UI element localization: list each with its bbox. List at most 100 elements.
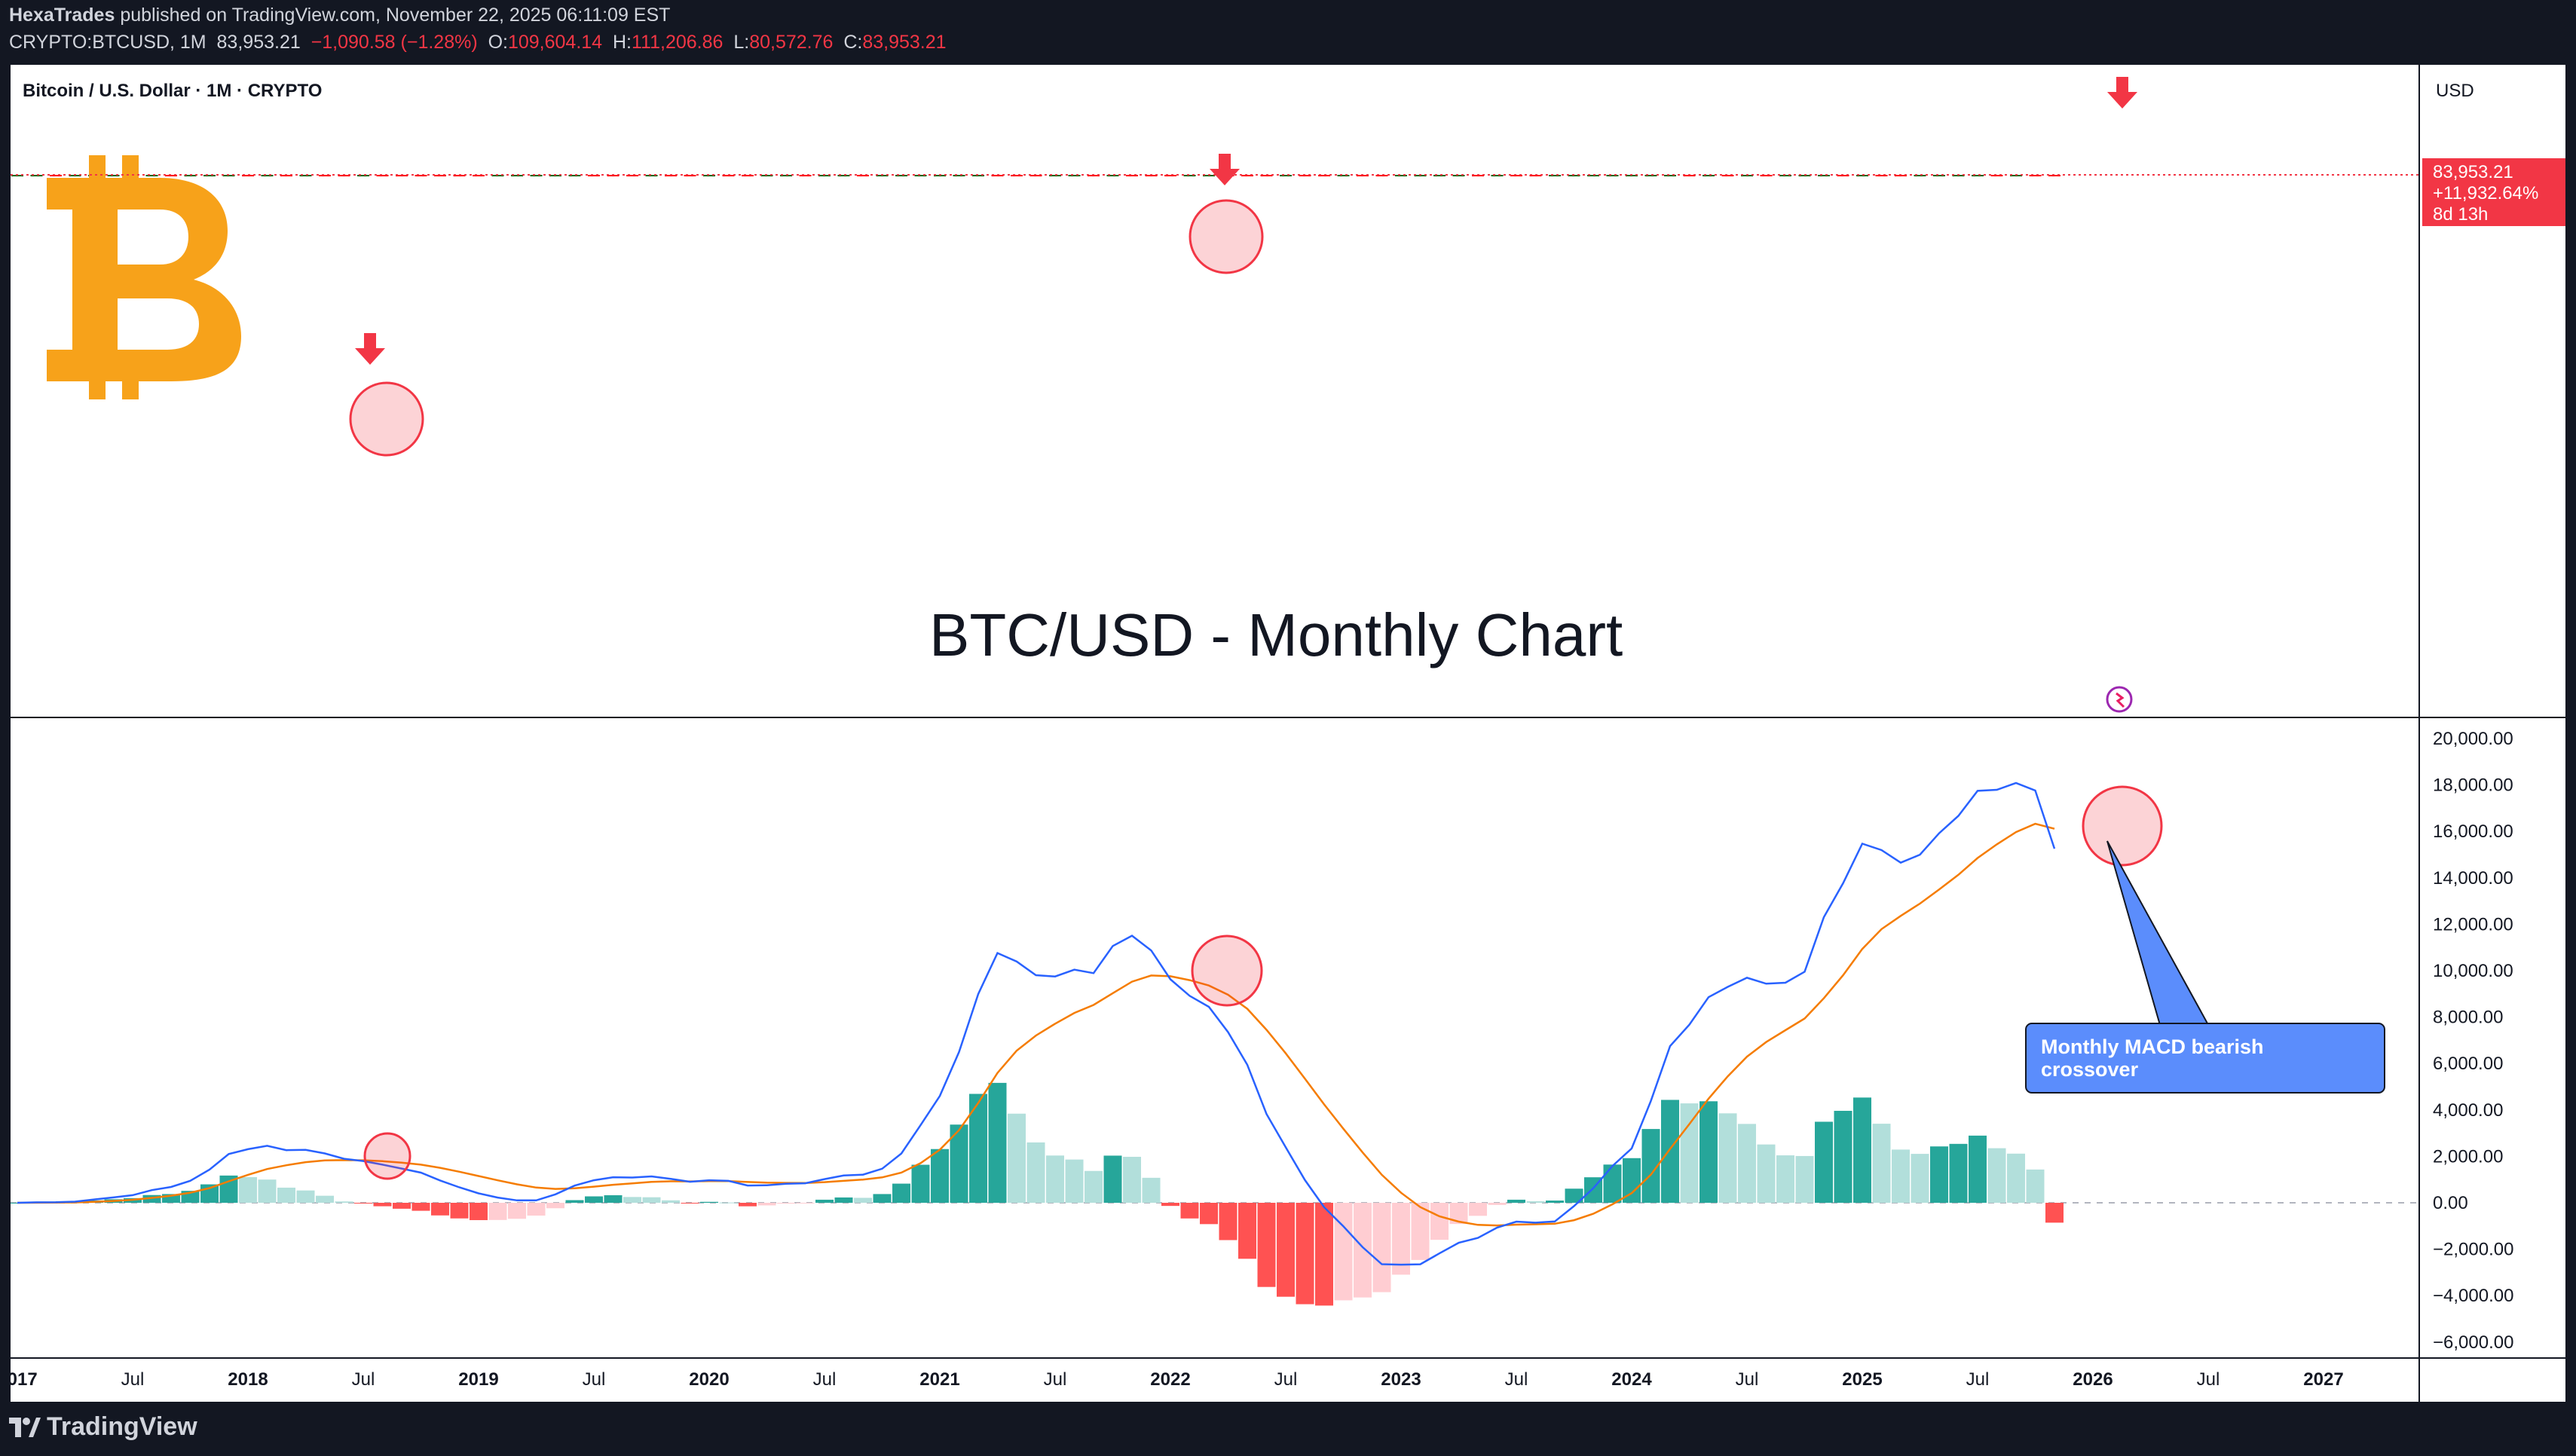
- candle-body: [1721, 175, 1734, 177]
- candle-body: [319, 175, 331, 177]
- macd-hist-bar: [911, 1164, 930, 1203]
- macd-hist-bar: [834, 1197, 853, 1203]
- candle-body: [1357, 175, 1369, 177]
- macd-hist-bar: [277, 1187, 295, 1203]
- tradingview-icon: [9, 1417, 41, 1437]
- time-tick-label: 2020: [689, 1369, 729, 1390]
- time-tick-label: 2024: [1611, 1369, 1652, 1390]
- top-circle-2021: [1189, 199, 1264, 274]
- macd-hist-bar: [623, 1197, 641, 1203]
- legend[interactable]: Bitcoin / U.S. Dollar · 1M · CRYPTO: [23, 81, 322, 101]
- time-tick-label: Jul: [121, 1369, 145, 1390]
- macd-hist-bar: [1757, 1144, 1776, 1203]
- candle-body: [1683, 175, 1696, 177]
- macd-hist-bar: [239, 1176, 257, 1203]
- candle-body: [953, 175, 965, 177]
- candle-body: [1183, 175, 1196, 177]
- macd-hist-bar: [142, 1194, 161, 1203]
- time-tick-label: 2022: [1150, 1369, 1190, 1390]
- macd-hist-bar: [546, 1203, 564, 1209]
- macd-hist-bar: [1354, 1203, 1372, 1298]
- candle-body: [1606, 175, 1619, 177]
- author[interactable]: HexaTrades: [9, 5, 115, 26]
- macd-hist-bar: [1718, 1113, 1737, 1203]
- candle-body: [1529, 175, 1542, 177]
- macd-hist-bar: [642, 1197, 661, 1203]
- candle-body: [1126, 175, 1138, 177]
- macd-hist-bar: [1949, 1143, 1968, 1203]
- sparkle-icon[interactable]: [2106, 686, 2133, 713]
- candle-body: [50, 175, 62, 177]
- macd-hist-bar: [1488, 1203, 1507, 1205]
- macd-hist-bar: [1180, 1203, 1199, 1219]
- macd-hist-bar: [450, 1203, 469, 1219]
- macd-hist-bar: [892, 1183, 910, 1203]
- macd-tick-label: −6,000.00: [2433, 1332, 2513, 1353]
- macd-tick-label: 2,000.00: [2433, 1146, 2503, 1167]
- macd-hist-bar: [1123, 1156, 1141, 1203]
- macd-hist-bar: [1411, 1203, 1430, 1260]
- candle-body: [588, 175, 600, 177]
- candle-body: [549, 175, 561, 177]
- arrow-down-icon: [355, 333, 385, 365]
- high-value: 111,206.86: [632, 32, 724, 53]
- candle-body: [1088, 175, 1100, 177]
- candle-body: [1049, 175, 1061, 177]
- candle-body: [857, 175, 869, 177]
- time-tick-label: Jul: [1505, 1369, 1528, 1390]
- macd-hist-bar: [1565, 1188, 1583, 1203]
- macd-hist-bar: [1200, 1203, 1218, 1225]
- candle-body: [799, 175, 812, 177]
- macd-hist-bar: [1430, 1203, 1449, 1240]
- currency-label[interactable]: USD: [2436, 81, 2474, 101]
- candle-body: [1029, 175, 1042, 177]
- candle-body: [1549, 175, 1561, 177]
- candle-body: [165, 175, 177, 177]
- candle-body: [818, 175, 831, 177]
- annotation-circles: [349, 199, 2163, 1180]
- candle-body: [1375, 175, 1388, 177]
- candle-body: [261, 175, 274, 177]
- macd-tick-label: 14,000.00: [2433, 868, 2513, 889]
- time-tick-label: Jul: [1736, 1369, 1759, 1390]
- macd-hist-bar: [470, 1203, 488, 1221]
- symbol-line: CRYPTO:BTCUSD, 1M: [9, 32, 207, 53]
- candle-body: [1260, 175, 1273, 177]
- candle-body: [299, 175, 312, 177]
- macd-hist-bar: [488, 1203, 507, 1220]
- candle-body: [1203, 175, 1215, 177]
- arrow-down-icon: [2107, 77, 2137, 109]
- macd-tick-label: 16,000.00: [2433, 821, 2513, 842]
- macd-hist-bar: [1661, 1100, 1679, 1203]
- time-tick-label: Jul: [2197, 1369, 2220, 1390]
- macd-hist-bar: [1392, 1203, 1410, 1275]
- candle-body: [1241, 175, 1253, 177]
- arrow-down-icon: [1210, 154, 1240, 185]
- candle-body: [914, 175, 927, 177]
- candle-body: [1703, 175, 1715, 177]
- macd-hist-bar: [335, 1201, 353, 1203]
- chart-svg[interactable]: 425.00700.001,200.002,000.003,500.005,50…: [0, 65, 2567, 1402]
- candle-body: [1644, 175, 1657, 177]
- macd-hist-bar: [1296, 1203, 1314, 1305]
- macd-hist-bar: [1911, 1154, 1929, 1203]
- low-label: L:: [733, 32, 750, 53]
- candle-body: [1395, 175, 1407, 177]
- macd-hist-bar: [1161, 1203, 1179, 1207]
- macd-hist-bar: [296, 1190, 315, 1203]
- macd-callout[interactable]: Monthly MACD bearish crossover: [2025, 840, 2385, 1094]
- macd-hist-bar: [1526, 1201, 1545, 1203]
- candle-body: [203, 175, 216, 177]
- time-tick-label: Jul: [813, 1369, 837, 1390]
- tradingview-logo[interactable]: TradingView: [9, 1412, 197, 1442]
- macd-hist-bar: [1546, 1201, 1564, 1203]
- macd-tick-label: 10,000.00: [2433, 961, 2513, 981]
- footer: TradingView: [0, 1402, 2576, 1456]
- macd-hist-bar: [1699, 1101, 1718, 1203]
- chart-area[interactable]: 425.00700.001,200.002,000.003,500.005,50…: [0, 65, 2567, 1402]
- candle-body: [1779, 175, 1791, 177]
- macd-hist-bar: [1507, 1199, 1525, 1203]
- price-tag-change: +11,932.64%: [2433, 183, 2538, 203]
- macd-hist-bar: [1680, 1103, 1699, 1203]
- macd-hist-bar: [354, 1203, 372, 1204]
